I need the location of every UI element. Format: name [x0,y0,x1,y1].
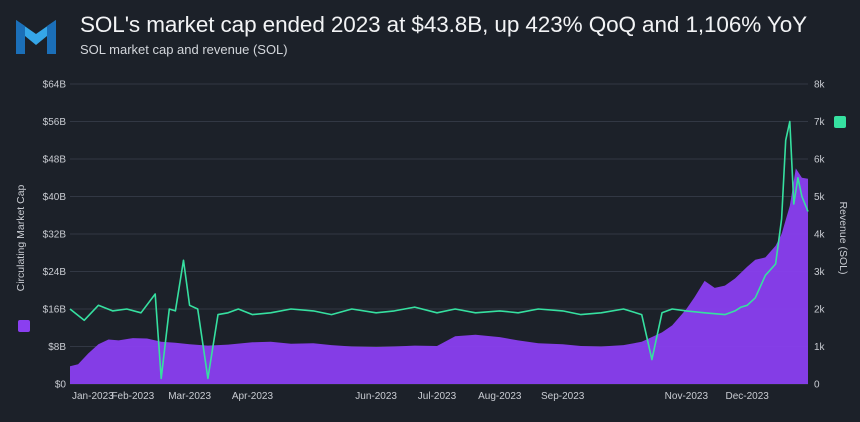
y-left-tick-label: $16B [43,305,67,316]
legend-swatch-market-cap [18,320,30,332]
y-left-tick-label: $40B [43,192,67,203]
y-right-tick-label: 3k [814,267,826,278]
x-tick-label: Nov-2023 [665,391,709,402]
chart-title: SOL's market cap ended 2023 at $43.8B, u… [80,12,808,37]
y-left-tick-label: $24B [43,267,67,278]
x-tick-label: Apr-2023 [232,391,274,402]
x-tick-label: Jul-2023 [418,391,457,402]
legend-swatch-revenue [834,116,846,128]
y-right-tick-label: 4k [814,230,826,241]
y-left-tick-label: $64B [43,80,67,91]
y-right-tick-label: 8k [814,80,826,91]
x-tick-label: Mar-2023 [168,391,211,402]
y-left-tick-label: $32B [43,230,67,241]
x-tick-label: Sep-2023 [541,391,585,402]
y-right-tick-label: 1k [814,342,826,353]
y-left-tick-label: $0 [55,380,67,391]
y-left-tick-label: $8B [48,342,66,353]
y-right-tick-label: 2k [814,305,826,316]
y-left-tick-label: $56B [43,117,67,128]
x-tick-label: Dec-2023 [725,391,769,402]
y-right-axis-label: Revenue (SOL) [837,202,849,275]
revenue-line [69,120,809,380]
chart-header: SOL's market cap ended 2023 at $43.8B, u… [0,0,860,62]
x-tick-label: Aug-2023 [478,391,522,402]
y-right-tick-label: 6k [814,155,826,166]
chart-subtitle: SOL market cap and revenue (SOL) [80,42,288,57]
x-tick-label: Jun-2023 [355,391,397,402]
messari-logo-icon [16,20,56,54]
y-left-axis-label: Circulating Market Cap [15,184,27,291]
y-left-tick-label: $48B [43,155,67,166]
market-cap-area [70,168,808,384]
x-tick-label: Feb-2023 [111,391,154,402]
x-tick-label: Jan-2023 [72,391,114,402]
y-right-tick-label: 5k [814,192,826,203]
y-right-tick-label: 7k [814,117,826,128]
y-right-tick-label: 0 [814,380,820,391]
